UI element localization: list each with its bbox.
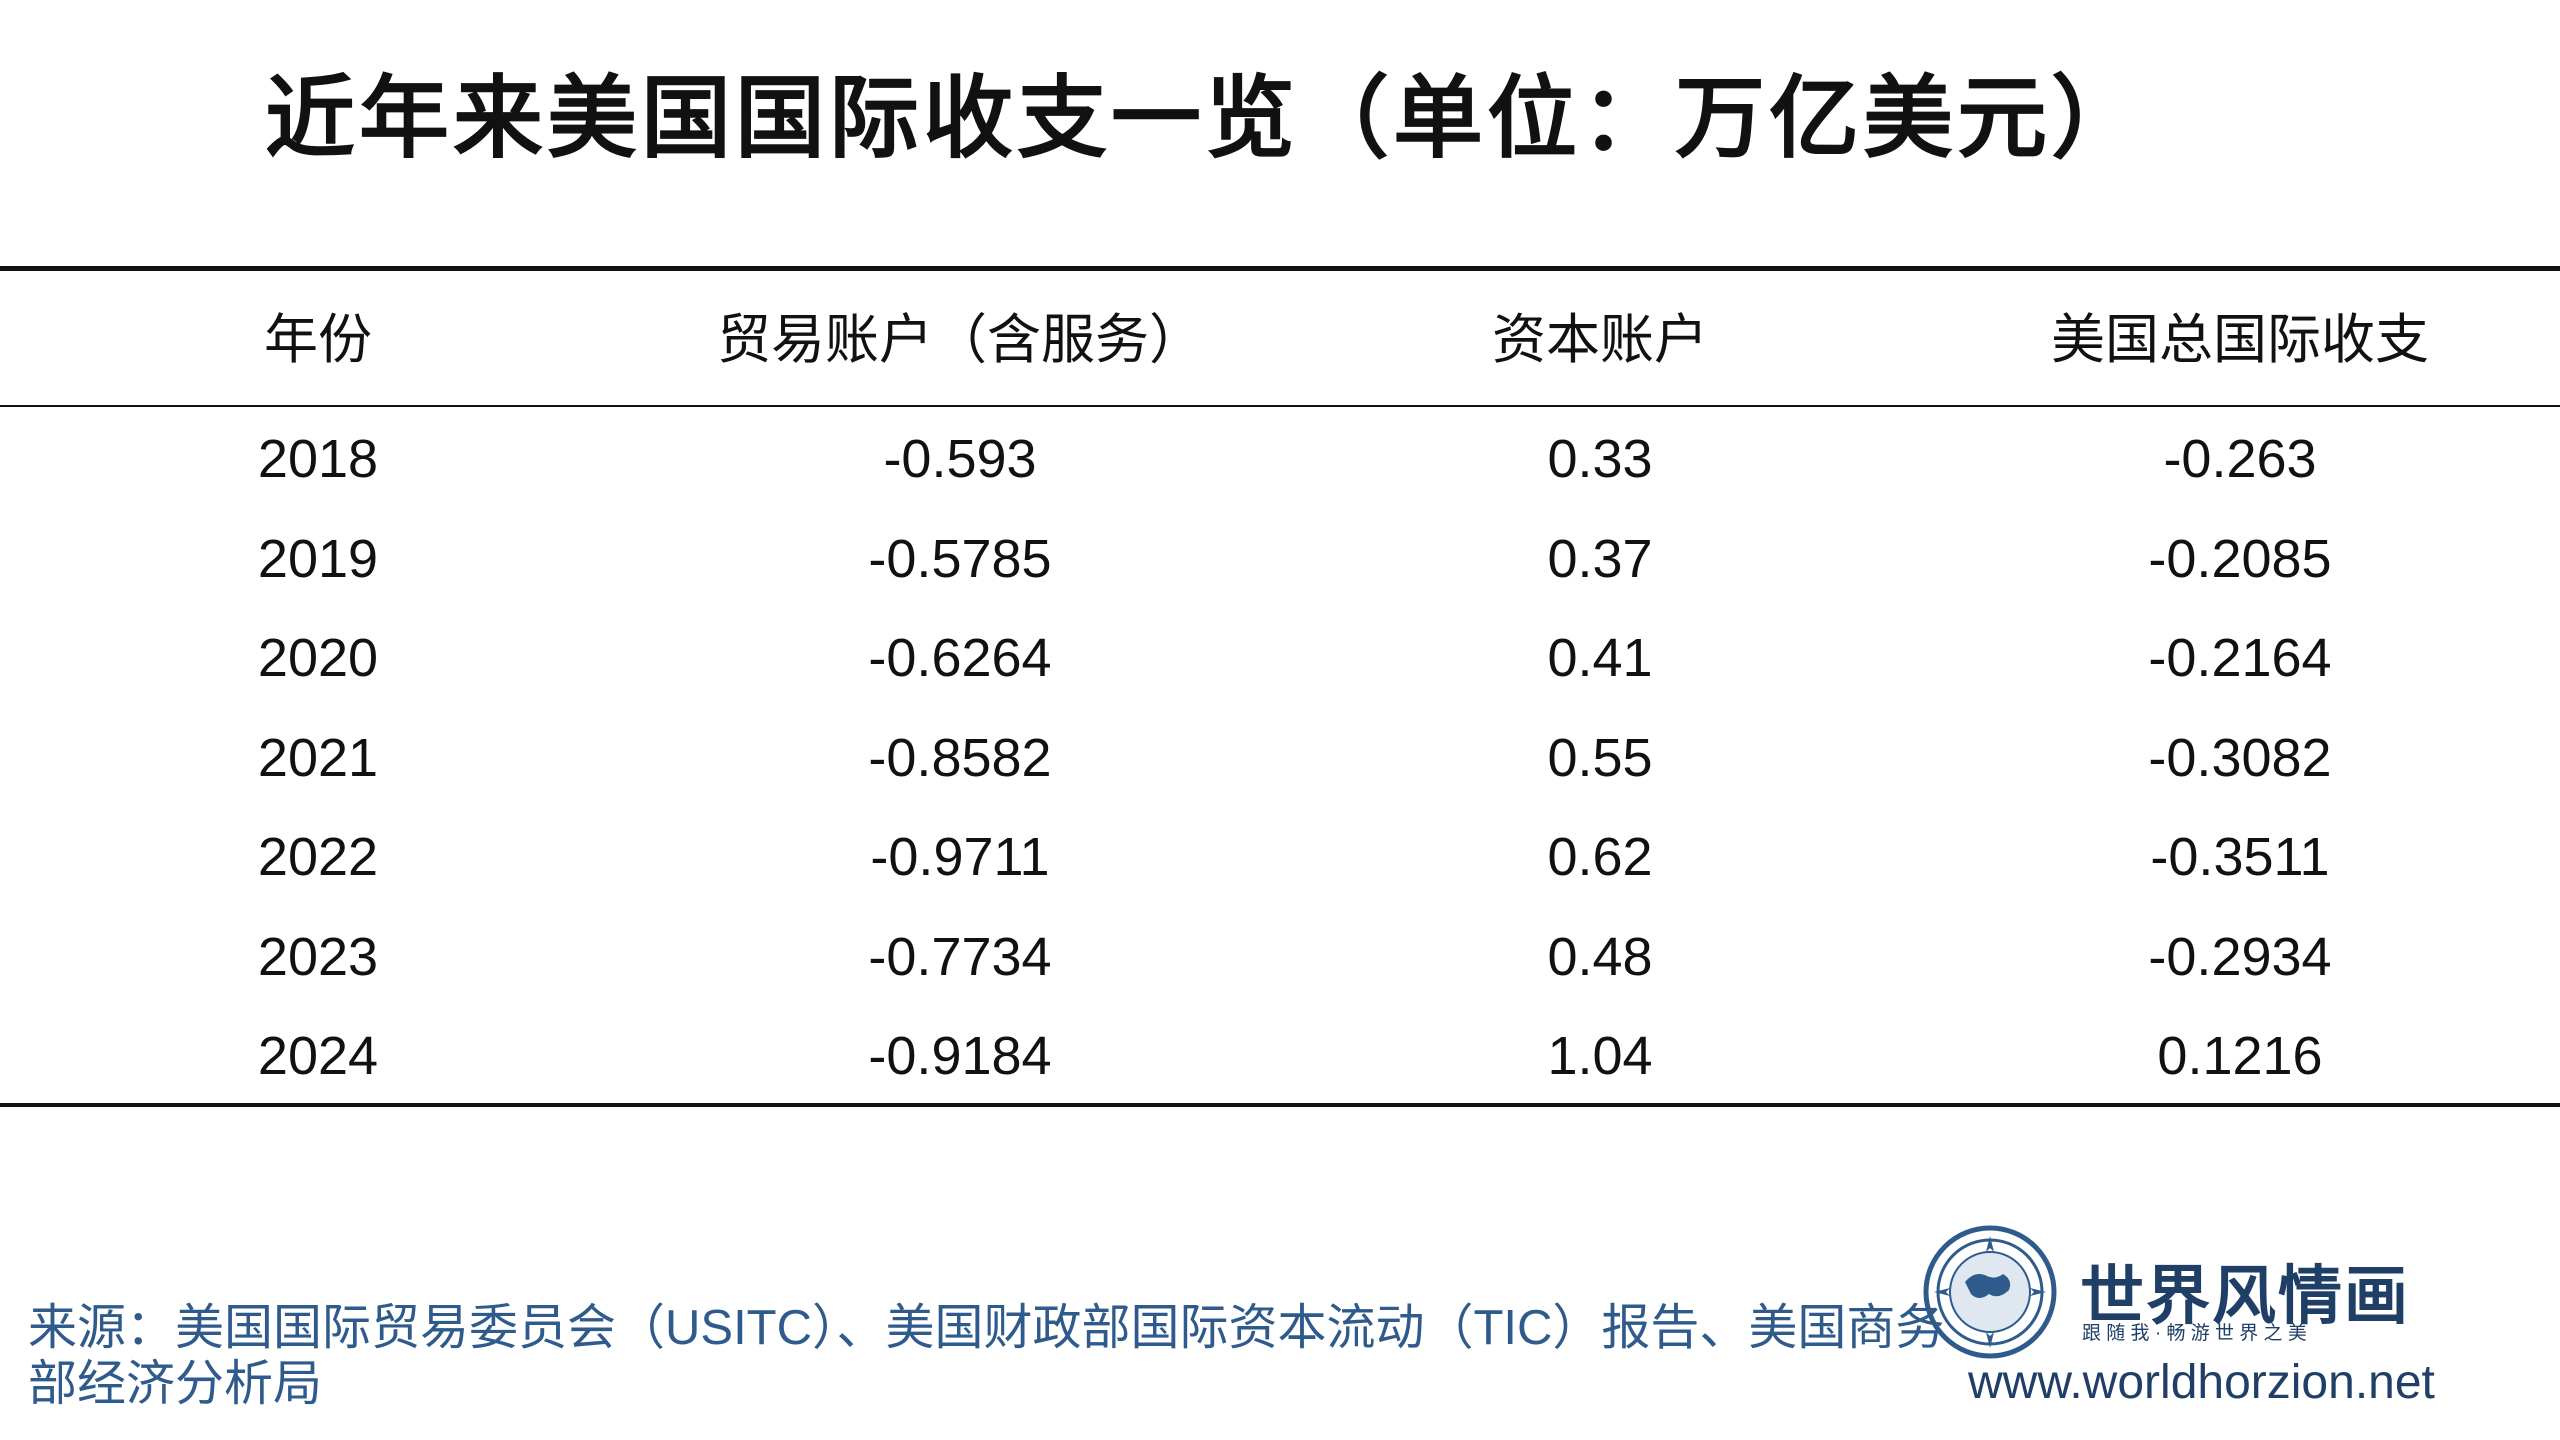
table-cell: 0.62 xyxy=(1547,827,1653,887)
table-bottom-rule xyxy=(0,1103,2560,1107)
table-cell: 2018 xyxy=(257,429,379,489)
table-cell: 2021 xyxy=(257,727,379,788)
table-cell: 2024 xyxy=(257,1026,379,1086)
table-cell: 0.37 xyxy=(1547,528,1653,589)
table-cell: 0.33 xyxy=(1547,429,1653,489)
table-cell: -0.7734 xyxy=(868,926,1052,987)
table-cell: -0.6264 xyxy=(868,628,1052,688)
table-cell: 2023 xyxy=(257,926,379,987)
title: 近年来美国国际收支一览（单位：万亿美元） xyxy=(265,69,2145,169)
table-cell: 0.1216 xyxy=(2157,1026,2323,1086)
table-cell: 0.55 xyxy=(1547,727,1653,788)
table-cell: -0.593 xyxy=(883,429,1037,489)
table-cell: -0.2934 xyxy=(2148,926,2332,987)
header-cell: 年份 xyxy=(264,310,372,370)
table-cell: -0.2085 xyxy=(2148,528,2332,589)
table-cell: -0.5785 xyxy=(868,528,1052,589)
table-cell: 1.04 xyxy=(1547,1026,1653,1086)
header-rule xyxy=(0,405,2560,407)
logo-name: 世界风情画 xyxy=(2080,1260,2410,1332)
table-top-rule xyxy=(0,266,2560,271)
table-cell: 2019 xyxy=(257,528,379,589)
logo-emblem xyxy=(1923,1225,2057,1359)
table-cell: -0.9711 xyxy=(870,827,1050,887)
table-cell: 0.48 xyxy=(1547,926,1653,987)
header-cell: 贸易账户（含服务） xyxy=(717,310,1203,370)
table-cell: -0.2164 xyxy=(2148,628,2332,688)
table-cell: -0.263 xyxy=(2163,429,2317,489)
header-cell: 美国总国际收支 xyxy=(2051,310,2429,370)
table-cell: 0.41 xyxy=(1547,628,1653,688)
table-cell: 2020 xyxy=(257,628,379,688)
logo-url: www.worldhorzion.net xyxy=(1968,1356,2435,1409)
table-cell: -0.9184 xyxy=(868,1026,1052,1086)
source-note: 来源：美国国际贸易委员会（USITC）、美国财政部国际资本流动（TIC）报告、美… xyxy=(28,1301,1945,1411)
table-cell: -0.3082 xyxy=(2148,727,2332,788)
table-cell: -0.8582 xyxy=(868,727,1052,788)
table-cell: -0.3511 xyxy=(2150,827,2330,887)
table-cell: 2022 xyxy=(257,827,379,887)
logo-slogan: 跟 随 我 · 畅 游 世 界 之 美 xyxy=(2082,1323,2307,1344)
header-cell: 资本账户 xyxy=(1492,310,1708,370)
